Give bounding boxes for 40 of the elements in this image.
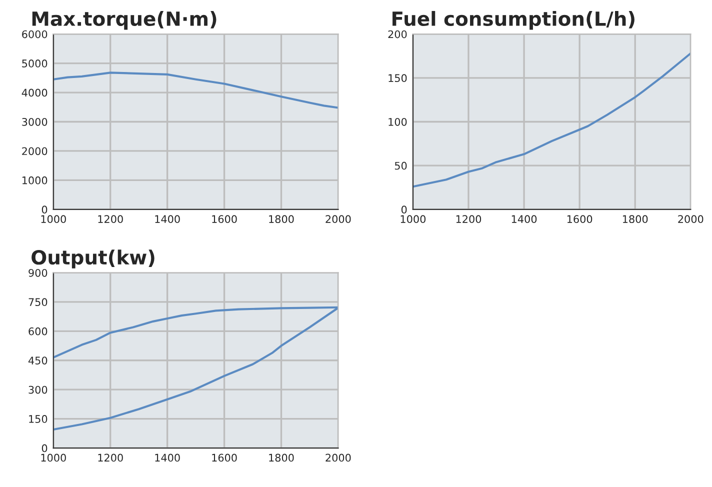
y-tick-label: 1000 — [22, 176, 48, 184]
x-tick-label: 1800 — [269, 215, 294, 224]
y-tick-label: 0 — [42, 206, 48, 214]
y-tick-label: 900 — [28, 268, 48, 277]
x-tick-label: 1200 — [98, 454, 123, 462]
x-tick-label: 2000 — [678, 215, 704, 224]
y-tick-label: 100 — [388, 118, 407, 126]
x-tick-label: 1400 — [155, 454, 180, 462]
x-tick-label: 2000 — [326, 215, 351, 224]
x-tick-label: 1600 — [212, 454, 237, 462]
x-tick-label: 1400 — [512, 215, 537, 224]
line-series — [53, 72, 338, 109]
y-tick-label: 150 — [388, 74, 407, 82]
chart-title: Fuel consumption(L/h) — [392, 10, 634, 30]
x-tick-label: 1400 — [155, 215, 180, 224]
y-tick-label: 600 — [28, 327, 48, 336]
x-tick-label: 1800 — [622, 215, 648, 224]
line-series — [412, 52, 691, 188]
y-tick-label: 150 — [29, 415, 48, 423]
chart-title: Max.torque(N·m) — [32, 11, 216, 30]
x-tick-label: 1800 — [269, 454, 294, 462]
x-tick-label: 1200 — [98, 215, 123, 224]
y-tick-label: 450 — [28, 356, 48, 364]
y-tick-label: 0 — [42, 444, 48, 452]
y-tick-label: 50 — [394, 162, 407, 170]
y-tick-label: 3000 — [22, 118, 48, 126]
x-tick-label: 1200 — [456, 215, 482, 224]
y-tick-label: 6000 — [22, 30, 48, 38]
y-tick-label: 4000 — [22, 88, 48, 97]
y-tick-label: 2000 — [22, 147, 48, 156]
y-tick-label: 750 — [28, 298, 48, 306]
x-tick-label: 1600 — [212, 215, 237, 224]
chart-title: Output(kw) — [32, 250, 154, 268]
x-tick-label: 1000 — [400, 215, 426, 224]
y-tick-label: 200 — [388, 30, 407, 38]
y-tick-label: 5000 — [22, 60, 48, 68]
x-tick-label: 1600 — [567, 215, 592, 224]
y-tick-label: 300 — [28, 386, 48, 394]
x-tick-label: 2000 — [326, 454, 351, 462]
y-tick-label: 0 — [401, 206, 407, 214]
